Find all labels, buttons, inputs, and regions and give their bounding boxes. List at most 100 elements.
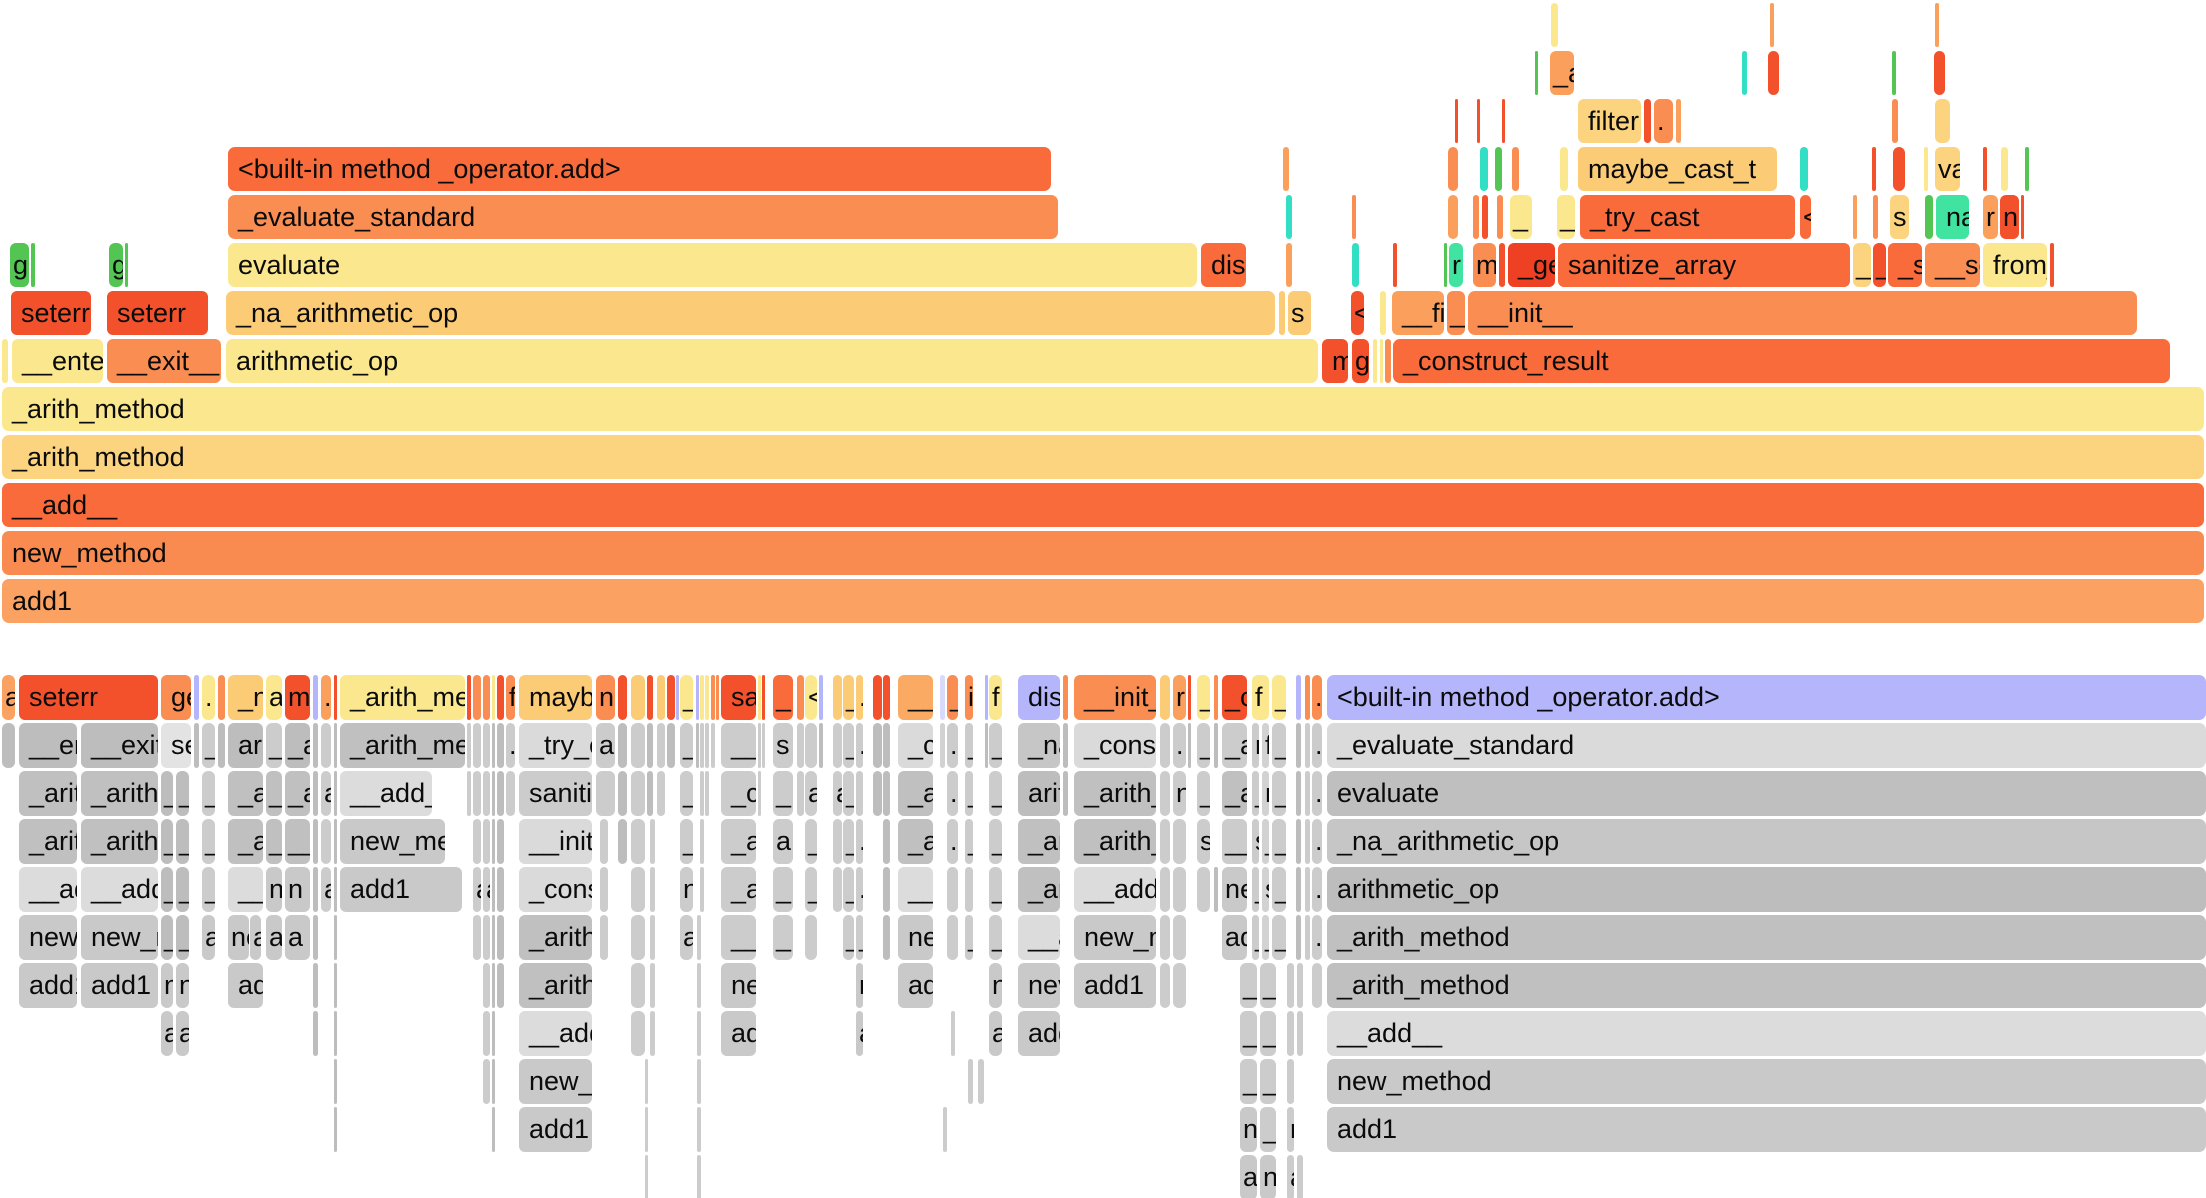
frame-sliver[interactable] (1502, 99, 1505, 143)
frame-a[interactable]: a (989, 1011, 1002, 1056)
frame-sliver[interactable] (334, 1011, 337, 1056)
frame-sliver[interactable] (1297, 1155, 1303, 1198)
frame-sliver[interactable] (596, 771, 615, 816)
frame-_a[interactable]: _a (285, 771, 310, 816)
frame-sliver[interactable] (1770, 3, 1774, 47)
frame-sliver[interactable] (631, 675, 645, 720)
frame-_arith_me[interactable]: _arith_me (340, 675, 465, 720)
frame-add1[interactable]: add1 (340, 867, 462, 912)
frame-sliver[interactable] (1477, 99, 1480, 143)
frame-a[interactable]: a (161, 1011, 173, 1056)
frame-sliver[interactable] (697, 1011, 701, 1056)
frame-sliver[interactable] (1312, 963, 1322, 1008)
frame-arithmetic_op[interactable]: arithmetic_op (226, 339, 1318, 383)
frame-add1[interactable]: add1 (1074, 963, 1156, 1008)
frame-g[interactable]: g (10, 243, 29, 287)
frame-sliver[interactable] (1063, 771, 1068, 816)
frame-s[interactable]: s (1252, 819, 1259, 864)
frame-sliver[interactable] (497, 675, 504, 720)
frame-r[interactable]: r (1287, 1107, 1294, 1152)
frame-sliver[interactable] (711, 723, 715, 768)
frame-sliver[interactable] (758, 771, 761, 816)
frame-_arith[interactable]: _arith (519, 963, 592, 1008)
frame-a[interactable]: a (596, 723, 615, 768)
frame-sliver[interactable] (1495, 147, 1502, 191)
frame-a[interactable]: a (2, 675, 15, 720)
frame-sliver[interactable] (697, 1107, 701, 1152)
frame-_na[interactable]: _na (1018, 723, 1060, 768)
frame-[interactable]: . (1312, 771, 1322, 816)
frame-_[interactable]: _ (1272, 675, 1286, 720)
frame-sliver[interactable] (321, 819, 331, 864)
frame-maybe_cast_t[interactable]: maybe_cast_t (1578, 147, 1777, 191)
frame-sliver[interactable] (497, 867, 504, 912)
frame-sliver[interactable] (1173, 915, 1186, 960)
frame-i[interactable]: i (965, 675, 973, 720)
frame-sliver[interactable] (650, 819, 655, 864)
frame-sliver[interactable] (657, 723, 665, 768)
frame-sliver[interactable] (1297, 963, 1303, 1008)
frame-sliver[interactable] (716, 675, 719, 720)
frame-_[interactable]: _ (202, 771, 215, 816)
frame-_na_arithmetic_op[interactable]: _na_arithmetic_op (1327, 819, 2206, 864)
frame-g[interactable]: g (1352, 339, 1369, 383)
frame-sliver[interactable] (705, 723, 709, 768)
frame-_ar[interactable]: _ar (898, 819, 933, 864)
frame-sliver[interactable] (650, 963, 655, 1008)
frame-sliver[interactable] (334, 675, 337, 720)
frame-sliver[interactable] (711, 675, 715, 720)
frame-sliver[interactable] (805, 723, 817, 768)
frame-sliver[interactable] (1892, 99, 1898, 143)
frame-_[interactable]: _ (773, 867, 793, 912)
frame-sliver[interactable] (334, 867, 337, 912)
frame-sliver[interactable] (797, 723, 804, 768)
frame-sliver[interactable] (218, 723, 225, 768)
frame-[interactable]: . (856, 867, 863, 912)
frame-add[interactable]: add (898, 963, 933, 1008)
frame-sliver[interactable] (194, 723, 199, 768)
frame-a[interactable]: a (285, 915, 310, 960)
frame-sliver[interactable] (657, 771, 665, 816)
frame-sliver[interactable] (700, 723, 704, 768)
frame-sliver[interactable] (631, 723, 645, 768)
frame-_a[interactable]: _a (721, 819, 756, 864)
frame-sliver[interactable] (667, 675, 675, 720)
frame-sliver[interactable] (467, 675, 471, 720)
frame-sliver[interactable] (873, 675, 882, 720)
frame-_[interactable]: _ (680, 819, 693, 864)
frame-dis[interactable]: dis (1018, 675, 1060, 720)
frame-sliver[interactable] (985, 723, 988, 768)
frame-__f[interactable]: __f (898, 675, 933, 720)
frame-_[interactable]: _ (1252, 915, 1259, 960)
frame-sliver[interactable] (1676, 99, 1681, 143)
frame-sliver[interactable] (492, 723, 495, 768)
frame-_[interactable]: _ (1197, 771, 1210, 816)
frame-sliver[interactable] (506, 771, 515, 816)
frame-_[interactable]: _ (843, 723, 854, 768)
frame-m[interactable]: m (1322, 339, 1348, 383)
frame-sliver[interactable] (1768, 51, 1779, 95)
frame-r[interactable]: r (1983, 195, 1998, 239)
frame-sliver[interactable] (1455, 99, 1458, 143)
frame-sliver[interactable] (492, 675, 495, 720)
frame-n[interactable]: n (1173, 771, 1186, 816)
frame-sliver[interactable] (313, 867, 318, 912)
frame-sliver[interactable] (1296, 675, 1301, 720)
frame-sliver[interactable] (631, 1011, 645, 1056)
frame-sliver[interactable] (1160, 771, 1170, 816)
frame-_a[interactable]: _a (1222, 723, 1247, 768)
frame-sliver[interactable] (1286, 243, 1292, 287)
frame-sliver[interactable] (1279, 291, 1285, 335)
frame-_[interactable]: _ (176, 915, 189, 960)
frame-sliver[interactable] (645, 1155, 648, 1198)
frame-sliver[interactable] (497, 819, 504, 864)
frame-sliver[interactable] (1305, 819, 1310, 864)
frame-_arith_method[interactable]: _arith_method (2, 435, 2204, 479)
frame-_arith[interactable]: _arith (519, 915, 592, 960)
frame-_a[interactable]: _a (1550, 51, 1574, 95)
frame-_[interactable]: _ (947, 675, 958, 720)
frame-n[interactable]: n (680, 867, 693, 912)
frame-_[interactable]: _ (266, 771, 282, 816)
frame-m[interactable]: m (1262, 771, 1269, 816)
frame-_ar[interactable]: _ar (1018, 819, 1060, 864)
